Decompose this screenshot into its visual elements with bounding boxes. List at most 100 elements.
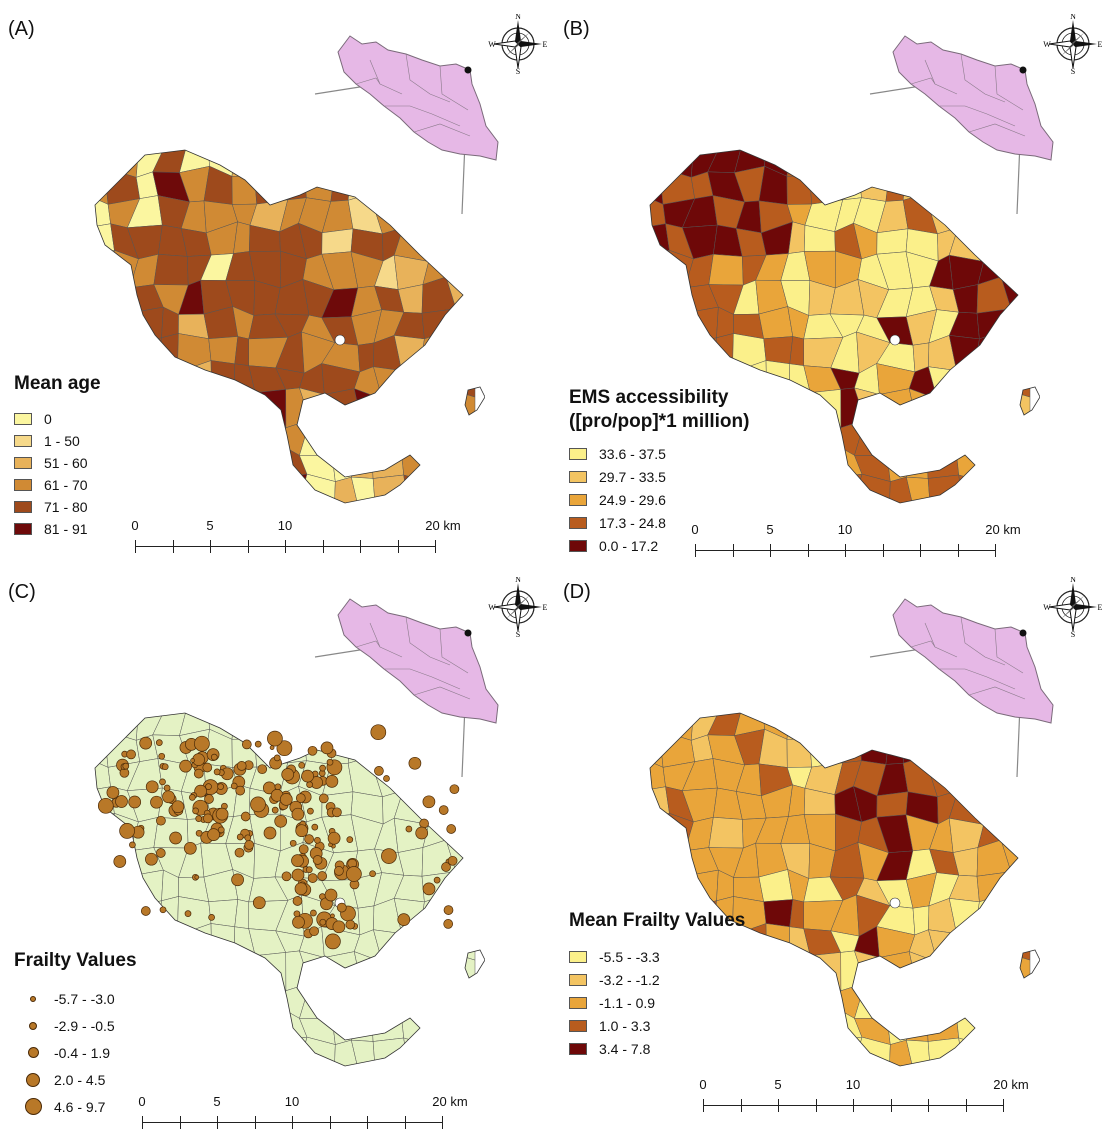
scale-tick — [210, 540, 211, 553]
district-polygon — [787, 414, 816, 451]
district-polygon — [999, 986, 1031, 1011]
svg-text:W: W — [1043, 40, 1051, 49]
frailty-point — [381, 848, 397, 864]
district-polygon — [777, 475, 815, 503]
district-polygon — [886, 419, 917, 456]
district-polygon — [259, 443, 286, 478]
frailty-point — [156, 815, 166, 826]
panel-label: (D) — [563, 581, 591, 603]
scale-tick — [247, 540, 249, 553]
district-polygon — [951, 955, 978, 991]
district-polygon — [257, 977, 287, 1014]
legend-item: 71 - 80 — [14, 496, 101, 518]
frailty-point — [325, 775, 339, 788]
district-polygon — [371, 446, 405, 479]
district-polygon — [207, 415, 235, 447]
district-polygon — [858, 730, 891, 765]
legend-label: 1.0 - 3.3 — [599, 1017, 651, 1034]
district-polygon — [421, 447, 455, 483]
district-polygon — [977, 760, 1002, 794]
district-polygon — [951, 362, 978, 401]
district-polygon — [222, 1038, 260, 1066]
iran-inset-map — [869, 598, 1054, 778]
frailty-point — [291, 868, 305, 882]
scale-tick — [890, 1099, 892, 1112]
frailty-point — [188, 794, 196, 801]
district-polygon — [272, 150, 308, 179]
district-polygon — [277, 1036, 308, 1066]
district-polygon — [332, 713, 357, 740]
scale-tick — [920, 544, 921, 557]
svg-text:N: N — [1070, 14, 1076, 21]
district-polygon — [757, 444, 788, 480]
legend-swatch — [569, 950, 587, 963]
legend-swatch — [569, 1042, 587, 1055]
district-polygon — [95, 310, 107, 346]
district-polygon — [809, 713, 830, 742]
frailty-point — [291, 854, 304, 867]
district-polygon — [1000, 250, 1031, 280]
compass-rose-icon: N S E W — [488, 577, 547, 637]
district-polygon — [254, 952, 287, 992]
district-polygon — [1002, 363, 1031, 398]
frailty-point — [194, 874, 200, 880]
legend-swatch — [569, 447, 587, 460]
frailty-point — [291, 807, 305, 821]
frailty-point — [419, 818, 429, 829]
district-polygon — [151, 951, 191, 991]
district-polygon — [347, 756, 383, 798]
legend-item: -5.5 - -3.3 — [569, 945, 745, 968]
district-polygon — [976, 1043, 1007, 1066]
district-polygon — [247, 475, 286, 503]
frailty-point — [295, 793, 306, 803]
district-polygon — [422, 760, 447, 794]
district-polygon — [657, 310, 689, 345]
district-polygon — [757, 1007, 788, 1043]
district-polygon — [443, 166, 476, 200]
district-polygon — [372, 1037, 409, 1066]
svg-text:S: S — [516, 630, 520, 637]
district-polygon — [135, 987, 166, 1011]
district-polygon — [222, 475, 260, 503]
district-polygon — [953, 415, 977, 449]
district-polygon — [765, 360, 790, 399]
frailty-point — [307, 745, 318, 756]
scale-tick — [732, 544, 734, 557]
district-polygon — [254, 175, 289, 205]
scale-bar: 0 5 10 20 km — [131, 518, 461, 556]
frailty-point — [422, 795, 436, 809]
district-polygon — [128, 337, 162, 374]
frailty-point — [204, 794, 214, 804]
scale-tick — [179, 1116, 181, 1129]
district-polygon — [102, 898, 132, 937]
district-polygon — [812, 414, 842, 451]
district-polygon — [1001, 792, 1031, 817]
legend-swatch — [569, 493, 587, 506]
scale-tick — [703, 1099, 704, 1112]
district-polygon — [207, 978, 235, 1010]
district-polygon — [885, 167, 906, 202]
scale-tick — [957, 544, 959, 557]
district-polygon — [396, 925, 423, 964]
district-polygon — [951, 925, 978, 964]
frailty-point — [159, 906, 167, 914]
frailty-point — [374, 766, 384, 776]
scale-tick — [254, 1116, 256, 1129]
svg-text:E: E — [543, 40, 548, 49]
district-polygon — [177, 360, 212, 399]
district-polygon — [983, 791, 1008, 825]
district-polygon — [650, 847, 668, 876]
frailty-point — [257, 764, 268, 775]
district-polygon — [126, 388, 166, 428]
scale-label: 20 km — [425, 518, 461, 533]
frailty-point — [169, 831, 182, 845]
frailty-point — [443, 905, 454, 915]
scale-label: 0 — [131, 518, 139, 533]
district-polygon — [112, 445, 141, 481]
frailty-point — [97, 797, 114, 814]
district-polygon — [177, 923, 212, 962]
frailty-point — [336, 902, 347, 913]
district-polygon — [976, 1010, 1010, 1046]
frailty-point — [244, 840, 255, 850]
district-polygon — [787, 977, 816, 1014]
